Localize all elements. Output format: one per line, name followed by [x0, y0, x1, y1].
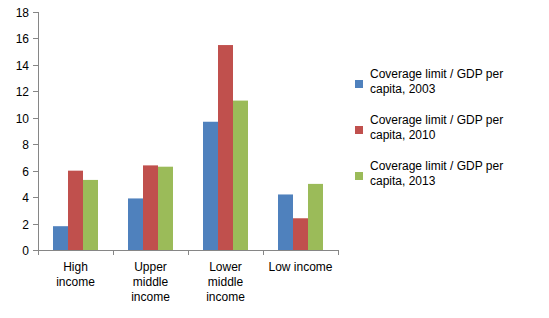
text-line: income [131, 290, 170, 304]
bar [293, 218, 308, 250]
text-line: Coverage limit / GDP per [370, 159, 503, 173]
bar [233, 101, 248, 250]
y-tick-label: 16 [16, 32, 30, 46]
x-tick-label: Highincome [56, 260, 95, 289]
x-tick [188, 250, 189, 255]
bar [278, 194, 293, 250]
legend-swatch [355, 80, 363, 88]
y-tick-label: 4 [22, 191, 29, 205]
bar [68, 171, 83, 250]
legend-swatch [355, 126, 363, 134]
bar [158, 167, 173, 250]
y-tick [33, 171, 38, 172]
text-line: Coverage limit / GDP per [370, 67, 503, 81]
legend-label: Coverage limit / GDP percapita, 2013 [370, 159, 503, 188]
text-line: Upper [134, 260, 167, 274]
text-line: Low income [268, 260, 332, 274]
y-tick-label: 8 [22, 138, 29, 152]
legend-swatch [355, 172, 363, 180]
y-tick-label: 10 [16, 112, 30, 126]
legend-label: Coverage limit / GDP percapita, 2010 [370, 113, 503, 142]
text-line: income [56, 275, 95, 289]
text-line: capita, 2010 [370, 128, 436, 142]
bar [53, 226, 68, 250]
y-tick-label: 6 [22, 165, 29, 179]
bar [143, 165, 158, 250]
y-tick [33, 144, 38, 145]
x-tick [38, 250, 39, 255]
y-tick-label: 0 [22, 244, 29, 258]
bar [83, 180, 98, 250]
x-tick [113, 250, 114, 255]
chart: 024681012141618HighincomeUppermiddleinco… [0, 0, 549, 318]
y-tick [33, 65, 38, 66]
x-tick-label: Lowermiddleincome [206, 260, 245, 304]
y-tick [33, 12, 38, 13]
bar [308, 184, 323, 250]
y-tick [33, 250, 38, 251]
text-line: capita, 2003 [370, 82, 436, 96]
y-tick [33, 91, 38, 92]
x-tick-label: Low income [268, 260, 332, 274]
y-tick-label: 18 [16, 6, 30, 20]
y-tick-label: 2 [22, 218, 29, 232]
text-line: middle [208, 275, 244, 289]
text-line: Coverage limit / GDP per [370, 113, 503, 127]
bars [53, 45, 323, 250]
y-axis [38, 12, 39, 250]
y-tick [33, 224, 38, 225]
legend-label: Coverage limit / GDP percapita, 2003 [370, 67, 503, 96]
x-tick [263, 250, 264, 255]
x-tick [338, 250, 339, 255]
y-tick [33, 118, 38, 119]
x-tick-label: Uppermiddleincome [131, 260, 170, 304]
text-line: middle [133, 275, 169, 289]
y-tick-label: 12 [16, 85, 30, 99]
text-line: High [63, 260, 88, 274]
y-tick-label: 14 [16, 59, 30, 73]
bar [128, 198, 143, 250]
text-line: income [206, 290, 245, 304]
y-tick [33, 197, 38, 198]
y-tick [33, 38, 38, 39]
bar [203, 122, 218, 250]
bar [218, 45, 233, 250]
text-line: Lower [209, 260, 242, 274]
text-line: capita, 2013 [370, 174, 436, 188]
